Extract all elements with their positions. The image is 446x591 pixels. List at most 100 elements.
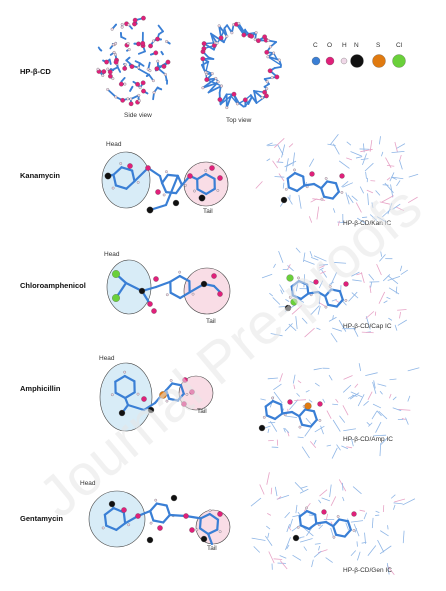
cap-ic-wire-bond bbox=[322, 270, 327, 278]
gen-ic-wire-bond bbox=[295, 482, 303, 490]
gen-ic-wire-bond bbox=[267, 472, 270, 485]
bond bbox=[176, 185, 182, 193]
side-view-hydrogen-atom bbox=[149, 69, 152, 72]
kan-oxygen-atom bbox=[127, 163, 132, 168]
cap-ic-wire-bond bbox=[304, 260, 315, 264]
gen-ic-wire-bond bbox=[266, 526, 270, 529]
side-view-hydrogen-atom bbox=[114, 53, 117, 56]
side-view-caption: Side view bbox=[124, 112, 152, 119]
bond bbox=[162, 183, 166, 192]
cap-ic-wire-bond bbox=[285, 299, 289, 301]
amp-ic-wire-bond bbox=[380, 391, 383, 394]
kan-ic-wire-bond bbox=[380, 202, 390, 204]
cap-ic-wire-bond bbox=[318, 306, 320, 315]
bond bbox=[328, 305, 337, 307]
cap-ic-wire-bond bbox=[400, 266, 402, 271]
bond bbox=[172, 383, 181, 385]
amp-ic-hydrogen-atom bbox=[299, 426, 301, 428]
bond bbox=[318, 292, 325, 296]
amp-ic-wire-bond bbox=[294, 385, 295, 389]
bond bbox=[170, 276, 179, 282]
side-view-oxygen-atom bbox=[122, 66, 126, 70]
top-view-oxygen-atom bbox=[218, 97, 222, 101]
cap-nitrogen-atom bbox=[201, 281, 207, 287]
bond bbox=[161, 52, 163, 54]
kan-ic-wire-bond bbox=[367, 190, 373, 193]
kan-ic-wire-bond bbox=[383, 185, 389, 186]
side-view-hydrogen-atom bbox=[127, 42, 130, 45]
amp-ic-wire-bond bbox=[329, 375, 332, 380]
gen-ic-wire-bond bbox=[251, 498, 261, 506]
top-view-hydrogen-atom bbox=[202, 86, 205, 89]
amp-ic-wire-bond bbox=[343, 385, 351, 392]
cap-ic-wire-bond bbox=[319, 265, 328, 266]
kan-ic-wire-bond bbox=[387, 178, 390, 181]
top-view-oxygen-atom bbox=[256, 38, 260, 42]
cap-ic-wire-bond bbox=[296, 248, 300, 253]
cap-ic-wire-bond bbox=[331, 333, 337, 342]
kan-ic-wire-bond bbox=[330, 134, 338, 144]
cap-ic-wire-bond bbox=[271, 334, 283, 336]
gen-ic-wire-bond bbox=[403, 531, 404, 543]
bond bbox=[321, 181, 327, 188]
kan-ic-wire-bond bbox=[385, 183, 394, 193]
kan-ic-wire-bond bbox=[408, 197, 417, 203]
top-view-hydrogen-atom bbox=[266, 80, 269, 83]
kan-ic-wire-bond bbox=[392, 151, 405, 152]
kan-ic-wire-bond bbox=[347, 142, 351, 145]
cap-ic-wire-bond bbox=[352, 280, 361, 281]
kan-oxygen-atom bbox=[155, 189, 160, 194]
top-view-hydrogen-atom bbox=[220, 85, 223, 88]
top-view-hydrogen-atom bbox=[211, 72, 214, 75]
ic-caption-amp: HP-β-CD/Amp IC bbox=[343, 436, 393, 443]
cap-ic-wire-bond bbox=[273, 264, 275, 268]
top-view-hydrogen-atom bbox=[236, 103, 239, 106]
kan-ic-wire-bond bbox=[333, 208, 335, 212]
side-view-hydrogen-atom bbox=[106, 68, 109, 71]
amp-oxygen-atom bbox=[141, 396, 146, 401]
gen-ic-wire-bond bbox=[274, 559, 283, 560]
row-label-hpbcd: HP-β-CD bbox=[20, 67, 51, 76]
kan-nitrogen-atom bbox=[147, 207, 153, 213]
gen-ic-wire-bond bbox=[330, 485, 332, 497]
kan-ic-wire-bond bbox=[365, 163, 373, 171]
amp-ic-wire-bond bbox=[363, 401, 368, 406]
legend-label-h: H bbox=[342, 42, 347, 49]
cap-ic-wire-bond bbox=[396, 287, 397, 294]
kan-ic-nitrogen-atom bbox=[281, 197, 287, 203]
gen-hydrogen-atom bbox=[155, 499, 157, 501]
amp-ic-wire-bond bbox=[333, 420, 340, 432]
cap-ic-hydrogen-atom bbox=[329, 285, 331, 287]
kan-ic-wire-bond bbox=[376, 190, 380, 195]
side-view-oxygen-atom bbox=[155, 67, 159, 71]
bond bbox=[321, 188, 324, 197]
amp-ic-wire-bond bbox=[273, 384, 281, 390]
gen-ic-wire-bond bbox=[285, 512, 290, 518]
amp-ic-wire-bond bbox=[359, 363, 361, 371]
cap-hydrogen-atom bbox=[166, 294, 168, 296]
top-view-hydrogen-atom bbox=[226, 35, 229, 38]
side-view-hydrogen-atom bbox=[121, 23, 124, 26]
row-label-gentamycin: Gentamycin bbox=[20, 514, 63, 523]
bond bbox=[157, 504, 167, 506]
top-view-hydrogen-atom bbox=[269, 45, 272, 48]
gen-ic-wire-bond bbox=[364, 513, 367, 520]
cap-ic-wire-bond bbox=[361, 272, 364, 283]
cap-ic-wire-bond bbox=[320, 268, 324, 270]
side-view-hydrogen-atom bbox=[137, 66, 140, 69]
kan-ic-wire-bond bbox=[293, 152, 295, 166]
side-view-hydrogen-atom bbox=[128, 48, 131, 51]
amp-ic-hydrogen-atom bbox=[271, 397, 273, 399]
gen-ic-wire-bond bbox=[265, 536, 272, 546]
top-view-caption: Top view bbox=[226, 117, 251, 124]
cap-ic-wire-bond bbox=[381, 252, 382, 257]
gen-nitrogen-atom bbox=[201, 536, 207, 542]
side-view-hydrogen-atom bbox=[124, 83, 127, 86]
gen-ic-wire-bond bbox=[331, 496, 336, 505]
bond bbox=[309, 524, 316, 529]
kan-ic-wire-bond bbox=[267, 159, 270, 161]
amp-ic-wire-bond bbox=[390, 379, 397, 380]
gen-ic-wire-bond bbox=[343, 497, 344, 501]
bond bbox=[299, 409, 305, 416]
cap-ic-hydrogen-atom bbox=[297, 277, 299, 279]
